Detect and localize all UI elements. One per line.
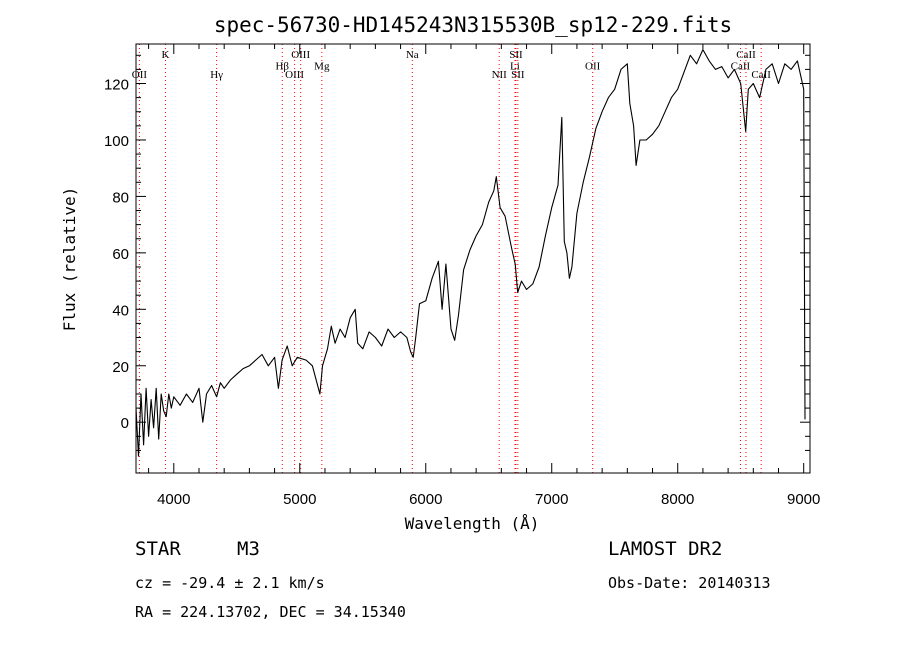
x-tick-label-4: 8000 [661,491,694,508]
plot-frame [135,43,811,474]
line-label-13: CaII [731,60,751,72]
line-label-5: OIII [291,49,310,61]
line-label-11: SII [511,69,525,81]
y-tick-label-6: 120 [104,77,129,94]
y-axis-ticks: 0 20 40 60 80 100 120 [104,54,810,451]
x-tick-label-1: 5000 [283,491,316,508]
y-axis-label: Flux (relative) [60,187,79,332]
x-tick-label-0: 4000 [157,491,190,508]
observation-date: Obs-Date: 20140313 [608,574,771,592]
line-label-6: Mg [314,60,330,72]
line-label-2: Hγ [210,69,223,81]
y-tick-label-0: 0 [121,415,129,432]
object-class: STAR [135,538,181,560]
x-tick-label-3: 7000 [535,491,568,508]
chart-title: spec-56730-HD145243N315530B_sp12-229.fit… [214,13,732,37]
line-label-10: SII [509,49,523,61]
spectrum-line [135,49,806,457]
line-label-15: CaII [751,69,771,81]
line-label-14: CaII [736,49,756,61]
x-tick-label-5: 9000 [787,491,820,508]
line-label-4: OIII [285,69,304,81]
line-label-3: Hβ [275,60,289,72]
redshift-cz: cz = -29.4 ± 2.1 km/s [135,574,325,592]
y-tick-label-1: 20 [112,359,129,376]
y-tick-label-2: 40 [112,302,129,319]
line-label-8: NII [492,69,508,81]
survey-name: LAMOST DR2 [608,538,723,560]
emission-line-markers [138,44,762,473]
line-label-12: OII [585,60,601,72]
y-tick-label-4: 80 [112,189,129,206]
x-axis-label: Wavelength (Å) [405,514,540,533]
y-tick-label-5: 100 [104,133,129,150]
line-label-1: K [162,49,170,61]
x-tick-label-2: 6000 [409,491,442,508]
line-label-7: Na [406,49,419,61]
line-label-9: Li [510,60,520,72]
y-tick-label-3: 60 [112,246,129,263]
x-axis-ticks: 4000 5000 6000 7000 8000 9000 [148,44,820,508]
line-label-0: OII [132,69,148,81]
coordinates: RA = 224.13702, DEC = 34.15340 [135,603,406,621]
object-subclass: M3 [237,538,260,560]
